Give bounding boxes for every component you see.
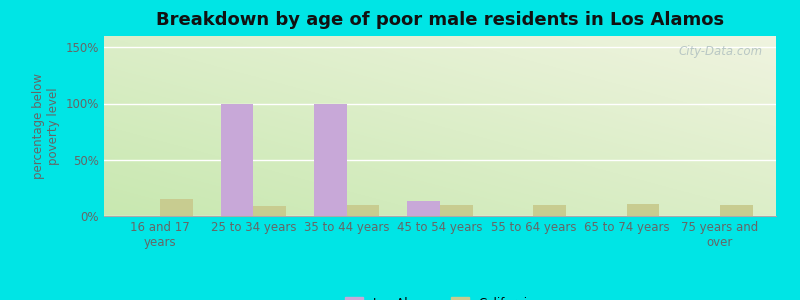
Bar [407,201,440,216]
Bar [440,205,473,216]
Bar [160,199,193,216]
Bar [346,205,379,216]
Bar [221,103,254,216]
Bar [254,206,286,216]
Text: City-Data.com: City-Data.com [678,45,762,58]
Legend: Los Alamos, California: Los Alamos, California [341,292,539,300]
Title: Breakdown by age of poor male residents in Los Alamos: Breakdown by age of poor male residents … [156,11,724,29]
Bar [626,204,659,216]
Bar [720,205,753,216]
Bar [534,205,566,216]
Bar [314,103,346,216]
Y-axis label: percentage below
poverty level: percentage below poverty level [32,73,60,179]
